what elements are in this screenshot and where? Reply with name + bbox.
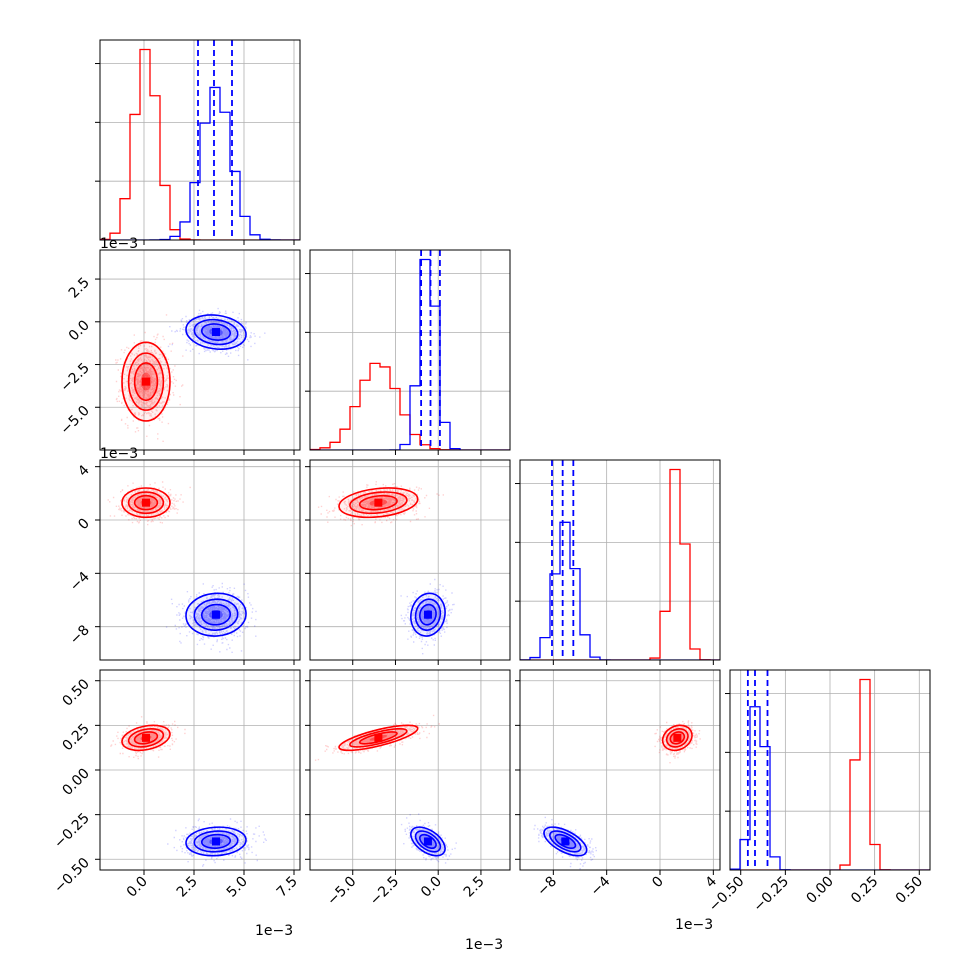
- x-tick-label: 0.50: [893, 874, 926, 907]
- density-peak-series-1: [423, 610, 432, 619]
- axes-frame-1-0: [99, 249, 301, 451]
- axes-frame-0-0: [99, 39, 301, 241]
- x-offset-label: 1e−3: [255, 923, 293, 939]
- axes-frame-1-1: [309, 249, 511, 451]
- histogram-panel-1: [310, 250, 510, 450]
- scatter-panel-3-2: [520, 670, 720, 870]
- y-tick-label: −2.5: [57, 360, 92, 395]
- density-peak-series-0: [374, 498, 383, 507]
- x-tick-label: 7.5: [274, 874, 301, 901]
- y-tick-label: 0.50: [59, 676, 92, 709]
- y-tick-label: 0.00: [59, 766, 92, 799]
- x-tick-label: 2.5: [461, 874, 488, 901]
- density-peak-series-0: [142, 377, 150, 386]
- histogram-series-1: [520, 521, 720, 660]
- y-tick-label: −0.50: [51, 855, 93, 897]
- y-tick-label: 4: [75, 462, 93, 480]
- y-offset-label: 1e−3: [100, 446, 138, 462]
- x-tick-label: −8: [534, 874, 560, 900]
- y-tick-label: 0.25: [59, 721, 92, 754]
- x-tick-label: 4: [703, 873, 721, 891]
- density-peak-series-0: [142, 733, 150, 742]
- y-tick-label: −5.0: [57, 403, 92, 438]
- x-offset-label: 1e−3: [465, 937, 503, 953]
- x-tick-label: −0.25: [751, 874, 793, 916]
- scatter-panel-2-0: [100, 460, 300, 660]
- histogram-panel-0: [100, 40, 300, 240]
- x-tick-label: −2.5: [367, 874, 402, 909]
- x-tick-label: 5.0: [224, 874, 251, 901]
- density-peak-series-1: [212, 328, 220, 337]
- y-tick-label: −0.25: [51, 810, 93, 852]
- y-tick-label: −4: [67, 569, 93, 595]
- y-tick-label: 2.5: [66, 275, 93, 302]
- x-offset-label: 1e−3: [675, 917, 713, 933]
- histogram-series-1: [730, 706, 930, 870]
- y-tick-label: −8: [67, 622, 93, 648]
- x-tick-label: 0.0: [124, 874, 151, 901]
- x-tick-label: 0.25: [848, 874, 881, 907]
- scatter-panel-2-1: [310, 460, 510, 660]
- density-peak-series-1: [561, 837, 570, 846]
- density-peak-series-0: [374, 733, 383, 742]
- x-tick-label: 0: [649, 874, 667, 892]
- x-tick-label: −4: [588, 873, 614, 899]
- x-tick-label: 2.5: [174, 874, 201, 901]
- x-tick-label: 0.00: [803, 874, 836, 907]
- histogram-panel-2: [520, 460, 720, 660]
- axes-frame-2-0: [99, 459, 301, 661]
- x-tick-label: −5.0: [324, 874, 359, 909]
- scatter-panel-3-1: [310, 670, 510, 870]
- scatter-panel-1-0: [100, 250, 300, 450]
- scatter-panel-3-0: [100, 670, 300, 870]
- x-tick-label: 0.0: [418, 874, 445, 901]
- density-peak-series-0: [142, 498, 150, 507]
- y-tick-label: 0: [75, 516, 93, 534]
- density-peak-series-1: [212, 837, 220, 846]
- histogram-series-1: [310, 258, 510, 450]
- y-offset-label: 1e−3: [100, 236, 138, 252]
- axes-frame-2-2: [519, 459, 721, 661]
- density-peak-series-1: [212, 610, 220, 619]
- histogram-panel-3: [730, 670, 930, 870]
- axes-frame-2-1: [309, 459, 511, 661]
- density-peak-series-1: [423, 837, 432, 846]
- density-peak-series-0: [673, 733, 682, 742]
- scatter-points-series-1: [165, 582, 257, 653]
- y-tick-label: 0.0: [66, 317, 93, 344]
